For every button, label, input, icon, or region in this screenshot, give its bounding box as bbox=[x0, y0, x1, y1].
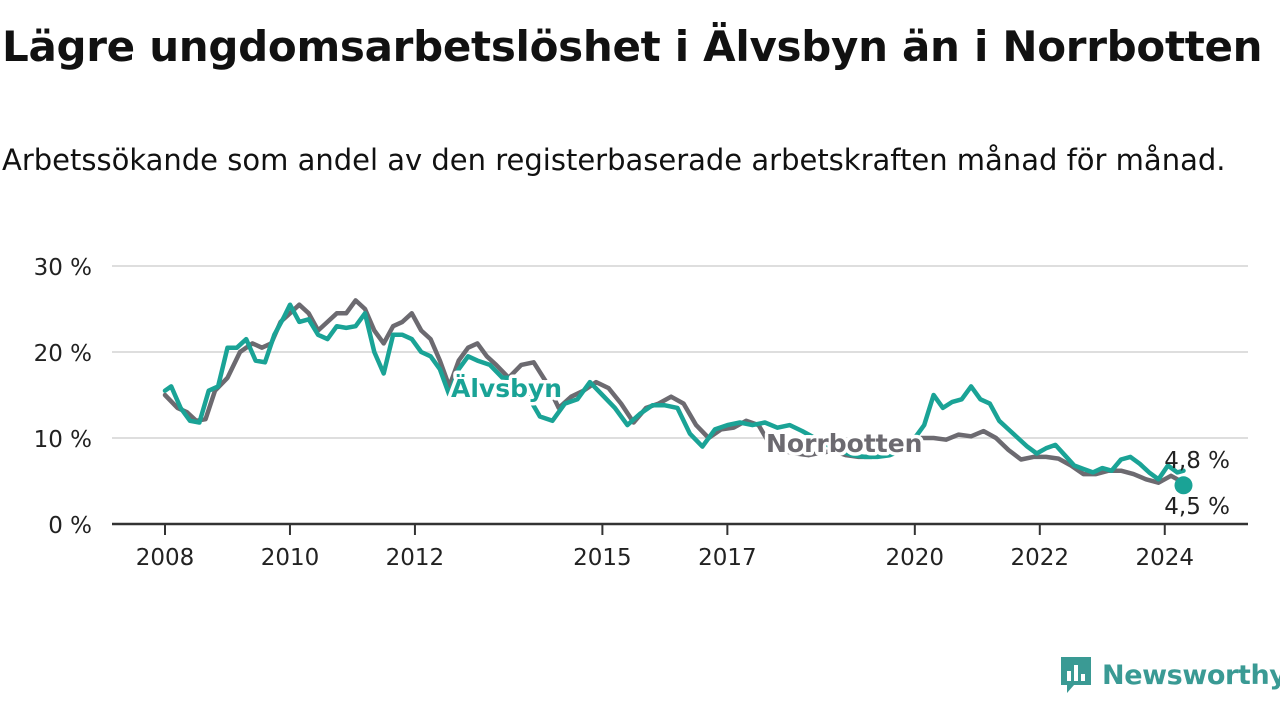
y-tick-label: 0 % bbox=[48, 513, 92, 539]
end-point-alvsbyn bbox=[1174, 476, 1193, 495]
y-axis-ticks: 0 % 10 % 20 % 30 % bbox=[34, 255, 92, 539]
grid-lines bbox=[112, 265, 1248, 526]
y-tick-label: 30 % bbox=[34, 255, 92, 281]
chart-title: Lägre ungdomsarbetslöshet i Älvsbyn än i… bbox=[2, 22, 1263, 71]
newsworthy-chart-icon bbox=[1061, 657, 1091, 693]
label-norrbotten-halo: Norrbotten bbox=[766, 429, 922, 458]
end-annotations: 4,8 % 4,5 % bbox=[1164, 448, 1230, 520]
x-tick-label: 2015 bbox=[573, 545, 632, 571]
x-axis-ticks: 2008 2010 2012 2015 2017 2020 2022 2024 bbox=[136, 524, 1194, 571]
annotation-norrbotten: 4,8 % bbox=[1164, 448, 1230, 474]
x-tick-label: 2010 bbox=[261, 545, 320, 571]
label-alvsbyn: Älvsbyn bbox=[451, 373, 562, 403]
y-tick-label: 10 % bbox=[34, 427, 92, 453]
x-tick-label: 2024 bbox=[1135, 545, 1194, 571]
annotation-alvsbyn: 4,5 % bbox=[1164, 494, 1230, 520]
brand-name: Newsworthy bbox=[1102, 659, 1280, 691]
series-line-alvsbyn bbox=[162, 302, 1186, 482]
label-norrbotten: Norrbotten bbox=[766, 429, 922, 458]
x-tick-label: 2020 bbox=[886, 545, 945, 571]
x-tick-label: 2008 bbox=[136, 545, 195, 571]
label-alvsbyn-halo: Älvsbyn bbox=[451, 373, 562, 403]
newsworthy-logo: Newsworthy bbox=[1058, 654, 1280, 696]
x-tick-label: 2022 bbox=[1011, 545, 1070, 571]
x-tick-label: 2017 bbox=[698, 545, 757, 571]
x-tick-label: 2012 bbox=[386, 545, 445, 571]
chart-subtitle: Arbetssökande som andel av den registerb… bbox=[2, 143, 1226, 177]
series-line-norrbotten bbox=[162, 298, 1186, 485]
series-lines bbox=[162, 298, 1193, 495]
y-tick-label: 20 % bbox=[34, 341, 92, 367]
